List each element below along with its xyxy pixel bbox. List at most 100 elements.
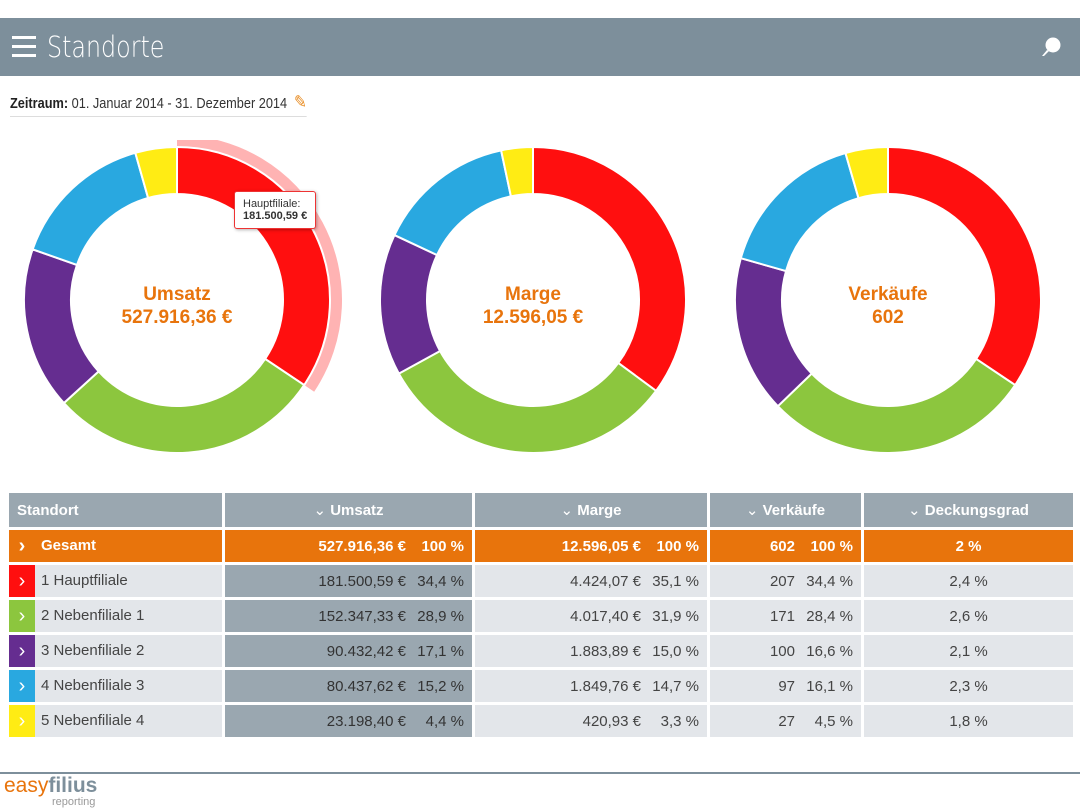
- tooltip-value: 181.500,59 €: [243, 210, 308, 222]
- page-title: Standorte: [47, 30, 165, 64]
- value: 181.500,59 €: [318, 572, 406, 590]
- easyfilius-logo: easyfilius reporting: [4, 774, 98, 808]
- value: 27: [778, 712, 795, 730]
- table-row[interactable]: › 1 Hauptfiliale 181.500,59 € 34,4 % 4.424…: [9, 565, 1073, 597]
- donut-slice-4[interactable]: [393, 149, 513, 257]
- row-name: Gesamt: [41, 536, 97, 554]
- period-filter: Zeitraum: 01. Januar 2014 - 31. Dezember…: [10, 92, 307, 117]
- chevron-right-icon[interactable]: ›: [18, 535, 26, 557]
- value: 4.017,40 €: [570, 607, 641, 625]
- row-marge: 1.883,89 € 15,0 %: [475, 635, 707, 667]
- percent: 15,2 %: [417, 677, 464, 695]
- total-row[interactable]: › Gesamt 527.916,36 € 100 % 12.596,05 € 100…: [9, 530, 1073, 562]
- row-verkaeufe: 97 16,1 %: [710, 670, 861, 702]
- row-name: 2 Nebenfiliale 1: [41, 606, 145, 624]
- donut-chart-marge[interactable]: [368, 140, 698, 470]
- col-deckungsgrad[interactable]: ⌄ Deckungsgrad: [864, 493, 1073, 527]
- row-name-cell: › 4 Nebenfiliale 3: [9, 670, 222, 702]
- percent: 4,5 %: [814, 712, 853, 730]
- donut-slice-3[interactable]: [379, 233, 442, 375]
- chevron-right-icon[interactable]: ›: [9, 705, 35, 737]
- donut-slice-4[interactable]: [31, 151, 150, 267]
- donut-slice-5[interactable]: [844, 145, 889, 200]
- donut-slice-5[interactable]: [499, 145, 534, 198]
- table-row[interactable]: › 4 Nebenfiliale 3 80.437,62 € 15,2 % 1.84…: [9, 670, 1073, 702]
- donut-chart-verkaeufe[interactable]: [723, 140, 1053, 470]
- logo-sub: reporting: [51, 796, 96, 808]
- percent: 100 %: [421, 537, 464, 555]
- value: 12.596,05 €: [561, 537, 641, 555]
- percent: 100 %: [810, 537, 853, 555]
- chart-total: 12.596,05 €: [482, 307, 584, 328]
- donut-slice-2[interactable]: [397, 349, 658, 455]
- center-label-marge: Marge 12.596,05 €: [433, 283, 633, 329]
- row-marge: 4.017,40 € 31,9 %: [475, 600, 707, 632]
- col-marge[interactable]: ⌄ Marge: [475, 493, 707, 527]
- percent: 4,4 %: [425, 712, 464, 730]
- total-marge: 12.596,05 € 100 %: [475, 530, 707, 562]
- period-value: 01. Januar 2014 - 31. Dezember 2014: [71, 95, 288, 112]
- total-deckung: 2 %: [864, 530, 1073, 562]
- table-header: Standort ⌄ Umsatz ⌄ Marge ⌄ Verkäufe ⌄ D…: [9, 493, 1073, 527]
- chart-title: Verkäufe: [848, 284, 928, 305]
- row-umsatz: 90.432,42 € 17,1 %: [225, 635, 472, 667]
- row-verkaeufe: 171 28,4 %: [710, 600, 861, 632]
- row-deckung: 2,6 %: [864, 600, 1073, 632]
- row-umsatz: 181.500,59 € 34,4 %: [225, 565, 472, 597]
- value: 1.883,89 €: [570, 642, 641, 660]
- row-deckung: 2,3 %: [864, 670, 1073, 702]
- period-label: Zeitraum:: [10, 95, 69, 112]
- chevron-right-icon[interactable]: ›: [9, 565, 35, 597]
- chevron-right-icon[interactable]: ›: [9, 670, 35, 702]
- donut-slice-1[interactable]: [176, 145, 331, 387]
- chevron-right-icon[interactable]: ›: [9, 600, 35, 632]
- value: 80.437,62 €: [326, 677, 406, 695]
- row-umsatz: 152.347,33 € 28,9 %: [225, 600, 472, 632]
- row-verkaeufe: 207 34,4 %: [710, 565, 861, 597]
- percent: 14,7 %: [652, 677, 699, 695]
- col-standort[interactable]: Standort: [9, 493, 222, 527]
- top-bar: Standorte: [0, 18, 1080, 76]
- hamburger-icon[interactable]: [12, 36, 36, 57]
- col-label: Marge: [577, 502, 622, 519]
- logo-filius: filius: [48, 774, 98, 797]
- center-label-verkaeufe: Verkäufe 602: [788, 283, 988, 329]
- search-icon[interactable]: [1040, 36, 1062, 58]
- col-umsatz[interactable]: ⌄ Umsatz: [225, 493, 472, 527]
- donut-slice-1[interactable]: [532, 145, 687, 393]
- row-umsatz: 80.437,62 € 15,2 %: [225, 670, 472, 702]
- center-label-umsatz: Umsatz 527.916,36 €: [77, 283, 277, 329]
- logo-easy: easy: [4, 774, 49, 797]
- col-label: Deckungsgrad: [924, 502, 1029, 519]
- row-deckung: 2,4 %: [864, 565, 1073, 597]
- chevron-right-icon[interactable]: ›: [9, 635, 35, 667]
- total-verkaeufe: 602 100 %: [710, 530, 861, 562]
- donut-slice-4[interactable]: [739, 151, 860, 273]
- row-deckung: 2,1 %: [864, 635, 1073, 667]
- row-marge: 420,93 € 3,3 %: [475, 705, 707, 737]
- row-verkaeufe: 100 16,6 %: [710, 635, 861, 667]
- edit-pencil-icon[interactable]: ✎: [294, 92, 307, 112]
- table-row[interactable]: › 5 Nebenfiliale 4 23.198,40 € 4,4 % 420,9…: [9, 705, 1073, 737]
- table-row[interactable]: › 3 Nebenfiliale 2 90.432,42 € 17,1 % 1.88…: [9, 635, 1073, 667]
- donut-slice-3[interactable]: [734, 256, 814, 408]
- donut-slice-2[interactable]: [62, 357, 306, 454]
- percent: 3,3 %: [660, 712, 699, 730]
- col-label: Verkäufe: [762, 502, 826, 519]
- percent: 16,6 %: [806, 642, 853, 660]
- row-name-cell: › 2 Nebenfiliale 1: [9, 600, 222, 632]
- value: 602: [769, 537, 795, 555]
- value: 171: [769, 607, 795, 625]
- chart-total: 602: [872, 307, 904, 328]
- value: 1.849,76 €: [570, 677, 641, 695]
- table-row[interactable]: › 2 Nebenfiliale 1 152.347,33 € 28,9 % 4.0…: [9, 600, 1073, 632]
- value: 152.347,33 €: [318, 607, 406, 625]
- donut-slice-5[interactable]: [134, 145, 178, 200]
- donut-slice-1[interactable]: [887, 145, 1042, 387]
- locations-table: Standort ⌄ Umsatz ⌄ Marge ⌄ Verkäufe ⌄ D…: [6, 490, 1076, 740]
- percent: 15,0 %: [652, 642, 699, 660]
- donut-slice-2[interactable]: [776, 357, 1017, 454]
- row-verkaeufe: 27 4,5 %: [710, 705, 861, 737]
- col-verkaeufe[interactable]: ⌄ Verkäufe: [710, 493, 861, 527]
- row-umsatz: 23.198,40 € 4,4 %: [225, 705, 472, 737]
